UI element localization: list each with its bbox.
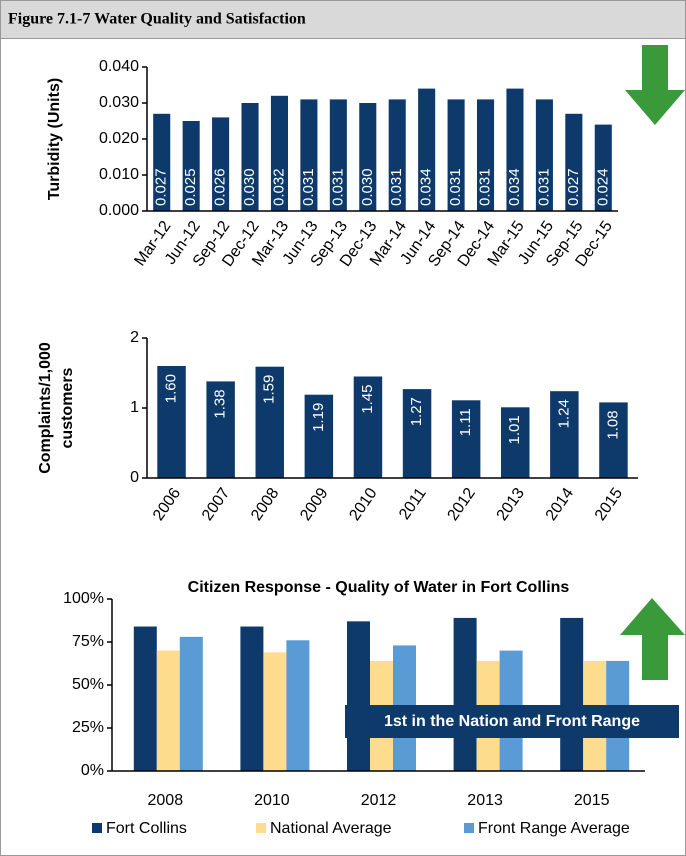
bar [560, 617, 584, 771]
data-label: 1.11 [457, 408, 474, 436]
data-label: 0.030 [359, 168, 376, 206]
data-label: 1.01 [506, 415, 523, 444]
x-tick-label: 2008 [148, 792, 184, 809]
legend-swatch [92, 823, 102, 833]
data-label: 0.031 [447, 168, 464, 206]
bar [182, 121, 200, 211]
legend-swatch [256, 823, 266, 833]
bar [535, 99, 553, 211]
data-label: 0.032 [270, 168, 287, 206]
bar [599, 402, 628, 478]
bar [347, 621, 370, 771]
data-label: 0.034 [506, 168, 523, 206]
data-label: 0.031 [477, 168, 494, 206]
y-tick-label: 100% [63, 590, 104, 607]
data-label: 0.027 [153, 168, 170, 206]
bar [329, 99, 347, 211]
bar [550, 391, 579, 478]
bar [359, 103, 377, 211]
bar [212, 117, 230, 211]
y-tick-label: 0.020 [99, 130, 139, 147]
data-label: 0.031 [329, 168, 346, 206]
legend-swatch [464, 823, 474, 833]
bar [286, 640, 310, 771]
data-label: 1.45 [359, 385, 376, 414]
x-tick-label: 2012 [361, 792, 397, 809]
bar [157, 366, 186, 478]
data-label: 0.030 [241, 168, 258, 206]
y-tick-label: 0% [81, 762, 104, 779]
data-label: 1.27 [408, 397, 425, 426]
bar [565, 113, 583, 211]
bar [153, 113, 171, 211]
bar [418, 88, 436, 211]
bar [240, 626, 264, 771]
y-tick-label: 50% [72, 676, 104, 693]
bar [270, 95, 289, 211]
y-axis-label: Turbidity (Units) [46, 78, 63, 200]
legend-label: National Average [270, 820, 392, 837]
bar [501, 407, 530, 478]
bar [453, 617, 477, 771]
down-arrow [625, 45, 685, 125]
bar [353, 376, 383, 478]
data-label: 0.031 [535, 168, 552, 206]
y-tick-label: 75% [72, 633, 104, 650]
bar [447, 99, 465, 211]
y-tick-label: 0.000 [99, 202, 139, 219]
bar [451, 400, 481, 478]
y-tick-label: 2 [130, 329, 139, 346]
bar [255, 366, 284, 478]
bar [476, 99, 495, 211]
chart-title: Citizen Response - Quality of Water in F… [188, 579, 570, 596]
y-tick-label: 25% [72, 719, 104, 736]
y-tick-label: 0.040 [99, 58, 139, 75]
up-arrow [620, 598, 685, 680]
data-label: 0.027 [565, 168, 582, 206]
bar [402, 389, 432, 478]
bar [133, 626, 157, 771]
data-label: 0.025 [182, 168, 199, 206]
data-label: 1.08 [604, 410, 621, 439]
y-tick-label: 0.010 [99, 166, 139, 183]
annotation: 1st in the Nation and Front Range [384, 713, 640, 730]
data-label: 0.031 [300, 168, 317, 206]
y-axis-label: customers [59, 367, 76, 448]
bar [388, 99, 406, 211]
bar [263, 652, 287, 771]
data-label: 1.60 [163, 374, 180, 403]
figure-title: Figure 7.1-7 Water Quality and Satisfact… [8, 11, 306, 28]
x-tick-label: 2015 [574, 792, 610, 809]
data-label: 1.24 [555, 399, 572, 428]
bar [179, 636, 203, 771]
x-tick-label: 2013 [467, 792, 503, 809]
header-bar [0, 0, 686, 39]
legend-label: Fort Collins [106, 820, 187, 837]
y-tick-label: 0.030 [99, 94, 139, 111]
bar [206, 381, 235, 478]
x-tick-label: 2010 [254, 792, 290, 809]
data-label: 1.59 [261, 375, 278, 404]
legend-label: Front Range Average [478, 820, 630, 837]
bar [304, 394, 334, 478]
bar [594, 124, 612, 211]
bar [300, 99, 318, 211]
y-axis-label: Complaints/1,000 [37, 342, 54, 474]
y-tick-label: 0 [130, 469, 139, 486]
data-label: 0.031 [388, 168, 405, 206]
bar [156, 650, 180, 771]
bar [241, 103, 259, 211]
annotation-box [345, 705, 679, 738]
data-label: 1.38 [212, 389, 229, 418]
bar [506, 88, 524, 211]
data-label: 0.034 [418, 168, 435, 206]
data-label: 0.024 [594, 168, 611, 206]
data-label: 0.026 [212, 168, 229, 206]
y-tick-label: 1 [130, 399, 139, 416]
data-label: 1.19 [310, 403, 327, 432]
